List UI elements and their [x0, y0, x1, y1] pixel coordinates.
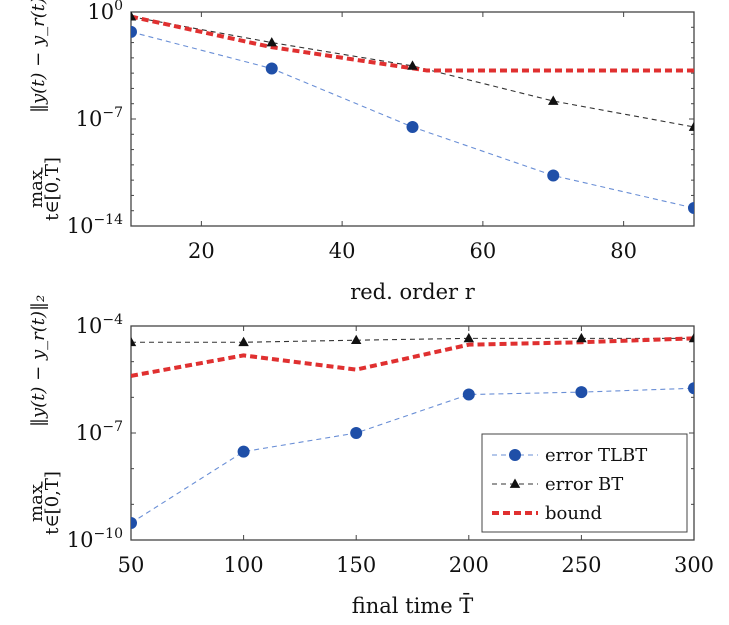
x-tick-label: 150 [336, 553, 376, 577]
x-tick-label: 250 [561, 553, 601, 577]
data-point-bt [548, 95, 559, 105]
y-label-max: max [26, 170, 47, 208]
y-label-norm: ‖y(t) − y_r(t)‖₂ [28, 0, 49, 113]
data-point-bt [350, 334, 362, 345]
y-tick-label: 100 [87, 0, 123, 24]
x-tick-label: 200 [449, 553, 489, 577]
y-label-norm: ‖y(t) − y_r(t)‖₂ [28, 295, 49, 427]
bottom-chart: 50 100 150 200 250 300 10−4 10−7 10−10 final time… [26, 295, 714, 618]
y-tick-label: 10−10 [67, 526, 123, 552]
y-label-range: t∈[0,T̄] [40, 471, 63, 535]
y-tick-label: 10−14 [67, 212, 123, 238]
data-point-tlbt [547, 169, 560, 182]
legend-label: error BT [545, 474, 623, 495]
series-line-error-tlbt [131, 387, 694, 524]
data-point-bt [688, 121, 694, 131]
legend: error TLBT error BT bound [481, 433, 688, 533]
x-axis-label: final time T̄ [352, 593, 474, 618]
x-tick-label: 50 [118, 553, 145, 577]
plot-area [131, 12, 694, 215]
x-tick-label: 60 [470, 239, 497, 263]
plot-area [131, 332, 694, 529]
x-tick-label: 100 [224, 553, 264, 577]
y-tick-label: 10−4 [76, 312, 123, 338]
data-point-tlbt [406, 120, 419, 133]
data-point-tlbt [131, 25, 137, 38]
y-label-range: t∈[0,T̄] [40, 157, 63, 221]
top-chart: 20 40 60 80 100 10−7 10−14 red. order r maxt∈[0,… [26, 0, 695, 304]
data-point-bt [131, 336, 137, 347]
data-point-bt [266, 37, 277, 47]
data-point-tlbt [131, 516, 137, 529]
data-point-tlbt [265, 62, 278, 75]
plot-frame [130, 11, 695, 227]
data-point-bt [576, 332, 587, 343]
data-point-bt [238, 336, 249, 347]
data-point-tlbt [237, 445, 250, 458]
data-point-bt [688, 332, 694, 343]
data-point-bt [407, 60, 418, 70]
series-line-bound [131, 14, 694, 73]
y-tick-label: 10−7 [76, 105, 123, 131]
series-line-error-tlbt [131, 31, 694, 209]
data-point-tlbt [688, 202, 694, 215]
data-point-tlbt [688, 382, 694, 395]
x-tick-label: 40 [329, 239, 356, 263]
data-point-tlbt [462, 388, 475, 401]
legend-marker-tlbt [509, 449, 521, 461]
series-line-error-bt [131, 16, 694, 128]
y-tick-label: 10−7 [76, 419, 123, 445]
x-tick-label: 300 [674, 553, 714, 577]
x-tick-label: 80 [610, 239, 637, 263]
legend-label: error TLBT [545, 445, 647, 466]
data-point-bt [463, 332, 475, 343]
data-point-bt [131, 12, 137, 21]
series-line-error-bt [131, 337, 694, 343]
data-point-tlbt [350, 427, 363, 439]
series-line-bound [131, 336, 694, 378]
x-axis-label: red. order r [350, 280, 476, 304]
x-tick-label: 20 [188, 239, 215, 263]
legend-label: bound [545, 503, 602, 524]
y-label-max: max [26, 484, 47, 522]
legend-marker-bt [509, 478, 521, 488]
data-point-tlbt [575, 386, 588, 399]
